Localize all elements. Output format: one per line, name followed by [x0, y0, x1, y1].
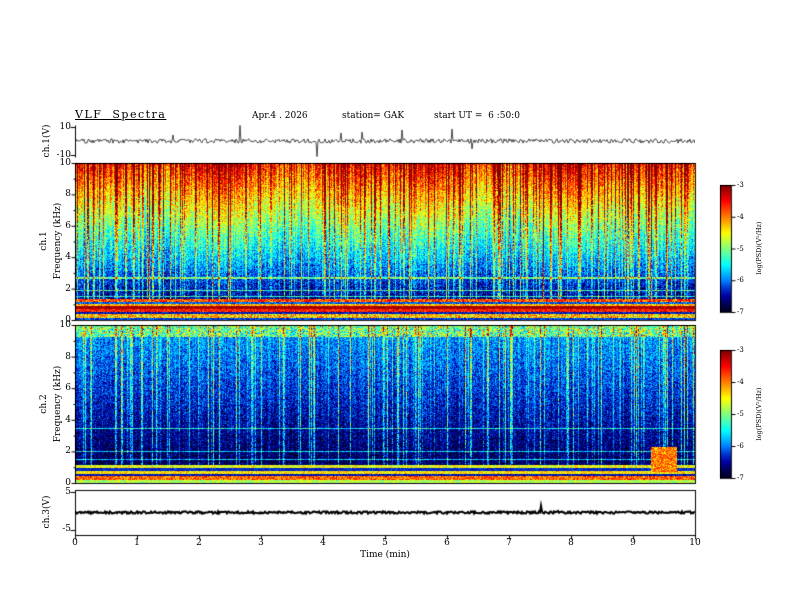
- y-tick-label: -10: [56, 150, 72, 160]
- x-tick-label: 0: [72, 538, 78, 548]
- colorbar-label-ch1: log(PSD)(V²/Hz): [755, 221, 763, 275]
- x-tick-label: 1: [134, 538, 140, 548]
- colorbar-tick-label: -6: [737, 442, 744, 450]
- ch2-channel-axis-label: ch.2: [39, 394, 49, 414]
- colorbar-label-ch2: log(PSD)(V²/Hz): [755, 387, 763, 441]
- colorbar-tick-label: -7: [737, 308, 744, 316]
- y-tick-label: 0: [65, 315, 71, 325]
- colorbar-tick-label: -5: [737, 410, 744, 418]
- y-tick-label: 8: [65, 189, 71, 200]
- y-tick-label: 10: [59, 158, 71, 168]
- y-tick-label: 8: [65, 351, 71, 362]
- x-tick-label: 6: [444, 538, 450, 548]
- ch3-waveform-plot: [75, 490, 695, 535]
- time-axis-label: Time (min): [360, 550, 410, 560]
- x-tick-label: 7: [506, 538, 512, 548]
- colorbar-tick-label: -4: [737, 212, 744, 221]
- date-label: Apr.4 . 2026: [252, 111, 308, 121]
- x-tick-label: 3: [258, 538, 264, 548]
- start-ut-label: start UT = 6 :50:0: [434, 111, 520, 121]
- y-tick-label: 2: [65, 283, 71, 294]
- ch1-waveform-plot: [75, 125, 695, 157]
- ch1-frequency-axis-label: Frequency (kHz): [53, 202, 63, 280]
- x-tick-label: 4: [320, 538, 326, 548]
- ch2-frequency-axis-label: Frequency (kHz): [53, 365, 63, 443]
- colorbar-tick-label: -7: [737, 474, 744, 482]
- y-tick-label: 5: [65, 487, 71, 497]
- y-tick-label: 6: [65, 220, 71, 231]
- y-tick-label: 10: [59, 122, 71, 132]
- colorbar-tick-label: -6: [737, 276, 744, 285]
- colorbar-tick-label: -3: [737, 181, 744, 189]
- x-tick-label: 9: [630, 538, 636, 548]
- colorbar-tick-label: -4: [737, 378, 744, 386]
- ch1-spectrogram: [75, 163, 695, 320]
- y-tick-label: 4: [65, 252, 71, 263]
- y-tick-label: 6: [65, 383, 71, 394]
- x-tick-label: 8: [568, 538, 574, 548]
- y-tick-label: 0: [65, 478, 71, 488]
- x-tick-label: 10: [689, 538, 701, 548]
- ch2-spectrogram: [75, 325, 695, 483]
- y-tick-label: 2: [65, 446, 71, 457]
- colorbar-ch2: [720, 350, 731, 478]
- y-tick-label: -5: [62, 524, 71, 534]
- colorbar-tick-label: -3: [737, 346, 744, 354]
- station-label: station= GAK: [342, 111, 405, 121]
- ch1-channel-axis-label: ch.1: [39, 231, 49, 251]
- colorbar-tick-label: -5: [737, 244, 744, 253]
- x-tick-label: 5: [382, 538, 388, 548]
- y-tick-label: 4: [65, 414, 71, 425]
- x-tick-label: 2: [196, 538, 202, 548]
- colorbar-ch1: [720, 185, 731, 312]
- figure-title: VLF Spectra: [75, 108, 167, 121]
- y-tick-label: 10: [59, 320, 71, 330]
